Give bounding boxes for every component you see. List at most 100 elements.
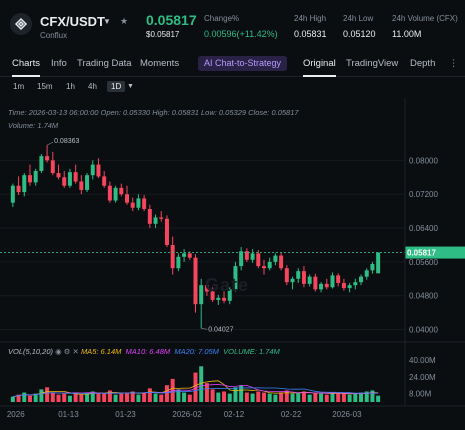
last-price-usd: $0.05817 [146, 30, 180, 39]
price-axis-label: 0.08000 [409, 156, 438, 165]
candle-body [125, 194, 130, 203]
chart-tabs: Charts Info Trading Data Moments Origina… [0, 52, 465, 77]
candle-body [22, 175, 27, 193]
candle-body [233, 266, 238, 290]
candle-body [370, 263, 375, 271]
candle-body [239, 251, 244, 267]
tab-original[interactable]: Original [303, 58, 336, 77]
volume-bar [199, 366, 204, 402]
volume-bar [153, 393, 158, 402]
candle-body [39, 156, 44, 171]
volume-bar [130, 391, 135, 402]
eye-icon[interactable]: ◉ ⚙ ✕ [55, 347, 81, 356]
volume-bar [204, 383, 209, 402]
tf-1d[interactable]: 1D [107, 81, 126, 92]
candle-body [313, 276, 318, 290]
date-axis-label: 02-12 [224, 410, 245, 419]
chevron-down-icon[interactable]: ▼ [127, 83, 134, 90]
candle-body [267, 261, 272, 269]
candle-body [147, 209, 152, 224]
tab-trading-data[interactable]: Trading Data [77, 58, 132, 69]
low-marker-line [201, 327, 208, 330]
volume-axis-label: 24.00M [409, 373, 436, 382]
tf-15m[interactable]: 15m [37, 82, 53, 91]
candle-body [216, 297, 221, 300]
candle-body [27, 175, 32, 183]
watermark: Gate [205, 275, 250, 295]
candle-body [261, 266, 266, 269]
candle-body [50, 160, 55, 174]
volume-bar [359, 392, 364, 402]
candle-body [56, 173, 61, 178]
volume-bar [364, 391, 369, 402]
candle-body [210, 291, 215, 300]
candle-body [330, 275, 335, 288]
volume-bar [142, 392, 147, 402]
candle-body [62, 177, 67, 186]
volume-bar [347, 394, 352, 402]
volume-ma10-line [12, 384, 379, 398]
candle-body [153, 217, 158, 224]
candle-body [336, 275, 341, 284]
pair-selector[interactable]: CFX/USDT [40, 14, 105, 29]
ma20-label: MA20: 7.05M [174, 347, 219, 356]
chevron-down-icon[interactable]: ▼ [103, 17, 111, 26]
volume-bar [341, 393, 346, 402]
volume-bar [10, 396, 15, 402]
low-marker-label: 0.04027 [208, 326, 233, 333]
volume-bar [27, 395, 32, 402]
tf-1m[interactable]: 1m [13, 82, 25, 91]
volume-bar [227, 393, 232, 402]
favorite-star-icon[interactable]: ★ [120, 16, 129, 26]
candle-body [90, 164, 95, 176]
volume-bar [233, 387, 238, 402]
conflux-logo-icon [10, 13, 32, 35]
candle-body [73, 172, 78, 182]
candle-body [182, 253, 187, 257]
tab-info[interactable]: Info [51, 58, 67, 69]
more-icon[interactable]: ⋮ [449, 58, 459, 69]
pair-fullname: Conflux [40, 31, 68, 40]
volume-bar [273, 394, 278, 402]
candle-body [324, 283, 329, 288]
candle-body [319, 283, 324, 290]
volume-bar [267, 393, 272, 402]
volume-bar [50, 392, 55, 402]
candle-body [16, 185, 21, 193]
last-price: 0.05817 [146, 12, 197, 28]
ma10-label: MA10: 6.48M [125, 347, 171, 356]
stat-value: 0.05120 [343, 29, 376, 39]
tab-tradingview[interactable]: TradingView [346, 58, 399, 69]
volume-ma20-line [12, 387, 379, 398]
date-axis-label: 01-13 [58, 410, 79, 419]
tf-4h[interactable]: 4h [88, 82, 97, 91]
volume-axis-label: 40.00M [409, 356, 436, 365]
volume-bar [296, 392, 301, 402]
tab-charts[interactable]: Charts [12, 58, 40, 77]
candle-body [296, 271, 301, 279]
volume-axis-label: 8.00M [409, 390, 432, 399]
volume-bar [56, 394, 61, 402]
candle-body [353, 282, 358, 286]
volume-bar [290, 393, 295, 402]
candle-body [130, 202, 135, 208]
tab-depth[interactable]: Depth [410, 58, 436, 69]
tab-moments[interactable]: Moments [140, 58, 180, 69]
volume-bar [301, 391, 306, 402]
candle-body [284, 268, 289, 283]
volume-bar [313, 392, 318, 402]
volume-bar [62, 393, 67, 402]
volume-readout: Volume: 1.74M [8, 121, 59, 130]
tf-1h[interactable]: 1h [66, 82, 75, 91]
volume-bar [193, 372, 198, 402]
volume-bar [73, 392, 78, 402]
ai-chat-strategy-button[interactable]: AI Chat-to-Strategy [198, 56, 288, 71]
volume-bar [182, 392, 187, 402]
volume-bar [136, 394, 141, 402]
volume-legend: VOL(5,10,20) ◉ ⚙ ✕ MA5: 6.14M MA10: 6.48… [8, 347, 280, 356]
candle-body [341, 283, 346, 289]
date-axis-label: 01-23 [115, 410, 136, 419]
candle-body [142, 198, 147, 210]
volume-bar [90, 391, 95, 402]
